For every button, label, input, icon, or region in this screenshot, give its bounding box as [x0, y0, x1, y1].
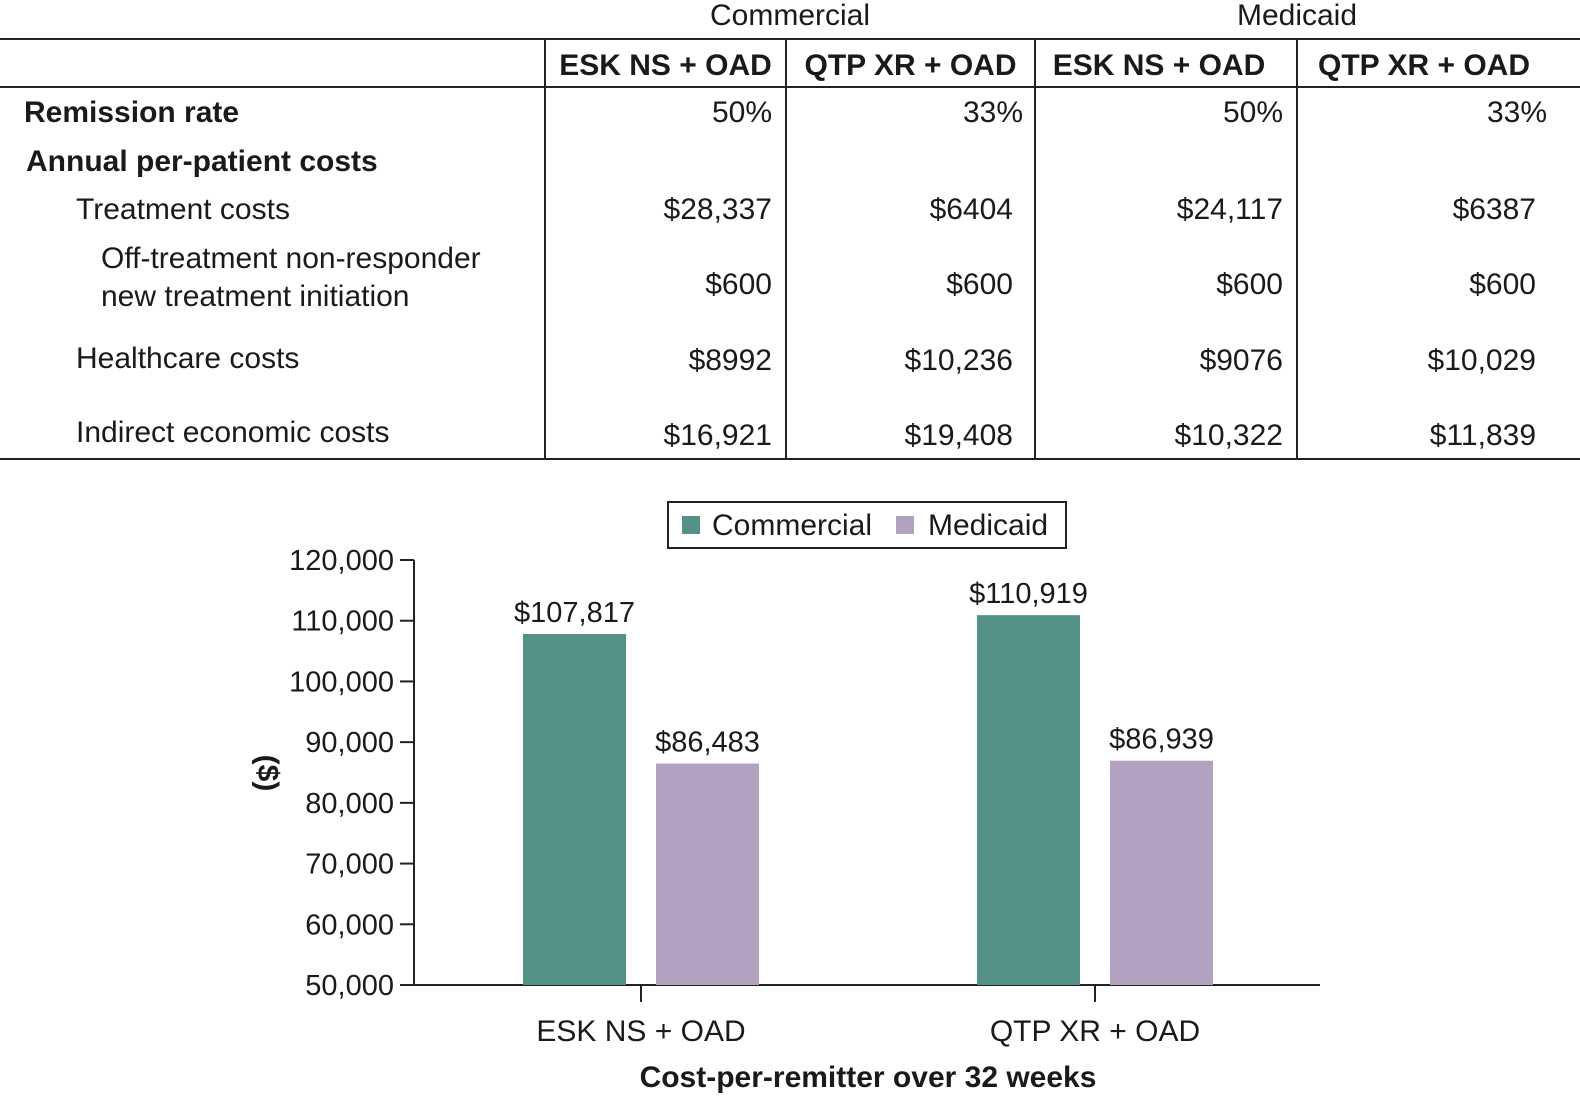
legend-swatch-medicaid — [896, 516, 914, 534]
table-cell: $6387 — [1452, 193, 1536, 226]
row-label-indirect-costs: Indirect economic costs — [76, 416, 390, 449]
bar-data-label: $107,817 — [514, 597, 635, 629]
y-tick-label: 80,000 — [305, 788, 394, 820]
row-label-off-treatment-line2: new treatment initiation — [101, 280, 410, 313]
bar-chart-svg: 50,000 60,000 70,000 80,000 90,000 100,000 110… — [251, 501, 1320, 1094]
y-tick-label: 90,000 — [305, 727, 394, 759]
table-cell: $600 — [1216, 268, 1283, 301]
table-cell: $6404 — [929, 193, 1013, 226]
bar-commercial — [977, 615, 1080, 985]
x-axis-label: Cost-per-remitter over 32 weeks — [640, 1061, 1097, 1094]
table-cell: 33% — [962, 96, 1023, 129]
row-label-remission-rate: Remission rate — [24, 96, 240, 129]
cost-per-remitter-chart: 50,000 60,000 70,000 80,000 90,000 100,000 110… — [0, 470, 1580, 1103]
table-cell: $19,408 — [904, 419, 1013, 452]
bar-data-label: $110,919 — [969, 578, 1088, 610]
table-cell: $28,337 — [663, 193, 772, 226]
column-header: QTP XR + OAD — [804, 49, 1017, 82]
table-cell: $600 — [1469, 268, 1536, 301]
table-col-divider — [1034, 40, 1036, 460]
table-cell: $11,839 — [1429, 419, 1536, 452]
bar-medicaid — [656, 763, 759, 985]
table-cell: $600 — [946, 268, 1013, 301]
column-header: ESK NS + OAD — [559, 49, 772, 82]
table-cell: $10,236 — [904, 344, 1013, 377]
table-cell: $10,029 — [1427, 344, 1536, 377]
y-tick-label: 100,000 — [289, 666, 394, 698]
legend-label: Medicaid — [928, 509, 1048, 542]
bar-medicaid — [1110, 760, 1213, 985]
table-cell: $16,921 — [663, 419, 772, 452]
y-tick-label: 120,000 — [289, 545, 394, 577]
table-col-divider — [544, 40, 546, 460]
y-tick-label: 70,000 — [305, 849, 394, 881]
legend-label: Commercial — [712, 509, 872, 542]
table-col-divider — [785, 40, 787, 460]
x-tick-label: QTP XR + OAD — [990, 1015, 1200, 1048]
table-cell: $9076 — [1199, 344, 1283, 377]
table-header-rule — [0, 86, 1580, 88]
table-cell: $10,322 — [1174, 419, 1283, 452]
table-top-rule — [0, 38, 1580, 40]
table-cell: 50% — [711, 96, 772, 129]
bar-commercial — [523, 633, 626, 985]
row-label-annual-costs: Annual per-patient costs — [26, 145, 378, 178]
y-tick-label: 60,000 — [305, 909, 394, 941]
column-header: ESK NS + OAD — [1052, 49, 1266, 82]
row-label-healthcare-costs: Healthcare costs — [76, 342, 300, 375]
x-tick-label: ESK NS + OAD — [536, 1015, 745, 1048]
column-header: QTP XR + OAD — [1318, 49, 1530, 82]
y-axis-label: ($) — [251, 755, 284, 792]
table-cell: $600 — [705, 268, 772, 301]
cost-table: Commercial Medicaid ESK NS + OAD QTP XR … — [0, 0, 1580, 460]
y-tick-label: 50,000 — [305, 970, 394, 1002]
bar-data-label: $86,483 — [655, 726, 760, 758]
row-label-treatment-costs: Treatment costs — [76, 193, 290, 226]
row-label-off-treatment-line1: Off-treatment non-responder — [101, 242, 481, 275]
legend-box — [667, 501, 1067, 549]
legend-swatch-commercial — [682, 516, 700, 534]
table-cell: 50% — [1222, 96, 1283, 129]
table-cell: $24,117 — [1176, 193, 1283, 226]
table-bottom-rule — [0, 458, 1580, 460]
group-header-commercial: Commercial — [709, 0, 871, 32]
y-tick-label: 110,000 — [291, 606, 394, 638]
bar-data-label: $86,939 — [1109, 724, 1214, 756]
table-col-divider — [1296, 40, 1298, 460]
group-header-medicaid: Medicaid — [1236, 0, 1358, 32]
table-cell: $8992 — [688, 344, 772, 377]
table-cell: 33% — [1486, 96, 1547, 129]
